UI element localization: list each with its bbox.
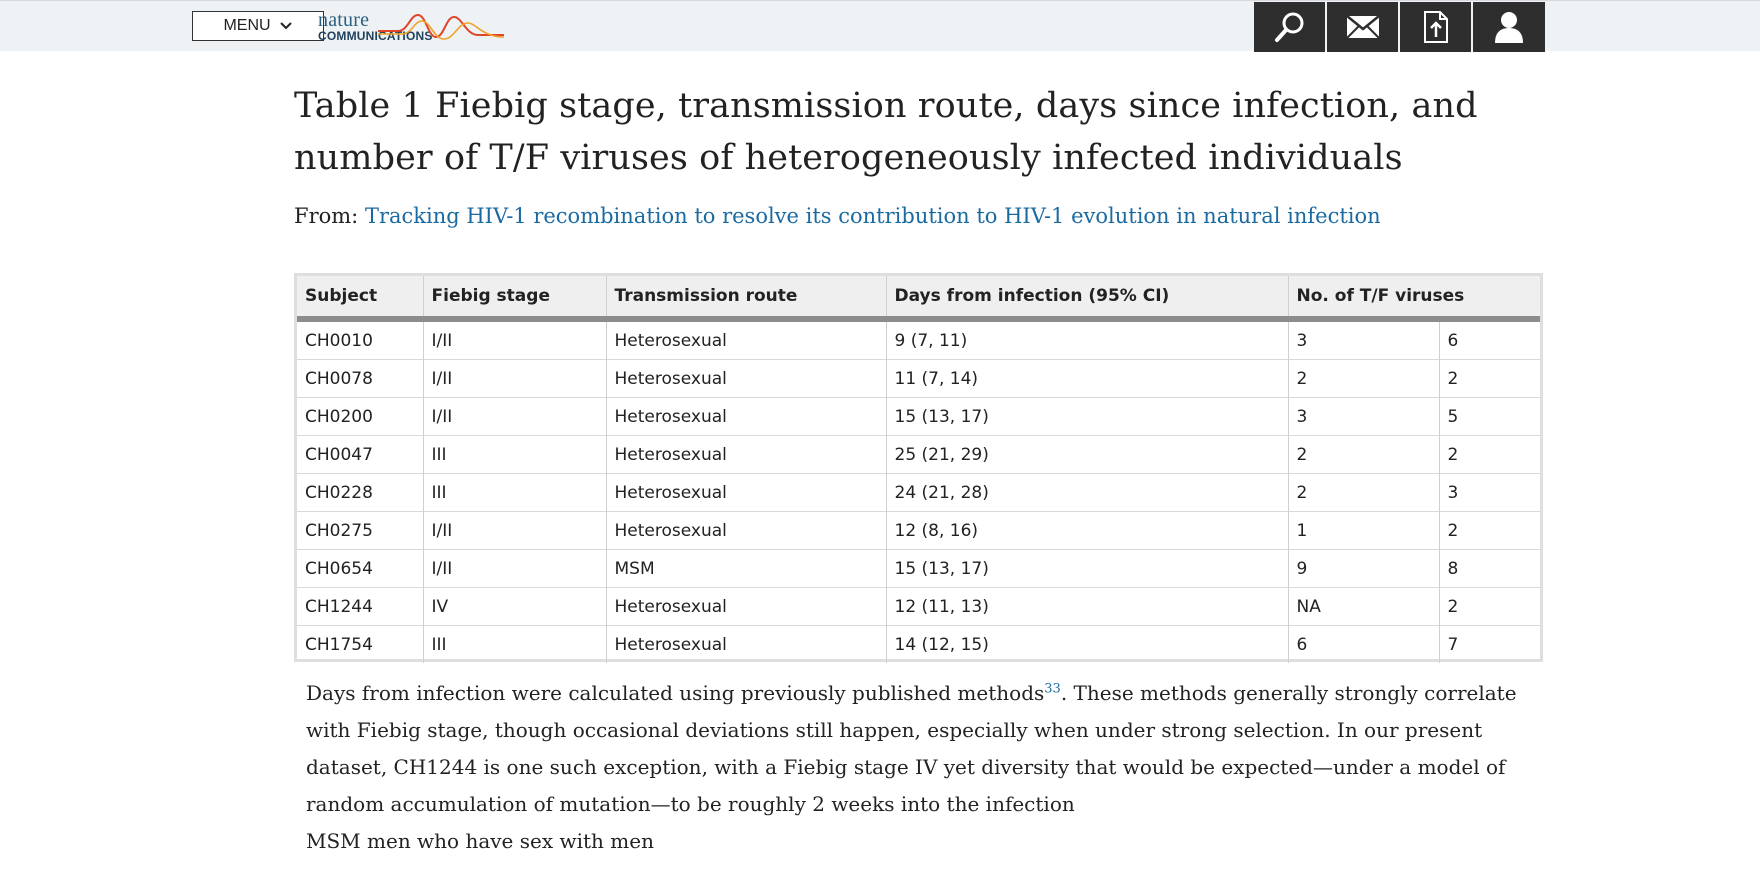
- table-cell: 2: [1438, 587, 1540, 626]
- table-cell: 3: [1287, 319, 1439, 360]
- table-cell: 3: [1287, 397, 1439, 436]
- table-cell: 2: [1287, 473, 1439, 512]
- table-cell: 6: [1287, 625, 1439, 663]
- table-cell: 15 (13, 17): [885, 397, 1288, 436]
- table-cell: Heterosexual: [605, 511, 886, 550]
- table-cell: Heterosexual: [605, 587, 886, 626]
- download-button[interactable]: [1400, 2, 1471, 52]
- footnote-part-2: . These methods generally strongly corre…: [306, 681, 1517, 816]
- logo-wave-icon: [378, 13, 505, 40]
- table-cell: 2: [1287, 435, 1439, 474]
- table-cell: 7: [1438, 625, 1540, 663]
- chevron-down-icon: [279, 22, 292, 30]
- table-row: CH0275 I/II Heterosexual 12 (8, 16) 1 2: [297, 511, 1540, 550]
- table-header-row: Subject Fiebig stage Transmission route …: [297, 276, 1540, 322]
- column-header-transmission-route: Transmission route: [605, 276, 886, 322]
- top-border: [0, 0, 1760, 1]
- table-cell: IV: [422, 587, 606, 626]
- header-tools: [1254, 2, 1545, 52]
- table-row: CH0200 I/II Heterosexual 15 (13, 17) 3 5: [297, 397, 1540, 436]
- download-icon: [1423, 11, 1448, 43]
- column-header-tf-viruses: No. of T/F viruses: [1287, 276, 1540, 322]
- source-article-link[interactable]: Tracking HIV-1 recombination to resolve …: [364, 204, 1381, 228]
- table-cell: 9: [1287, 549, 1439, 588]
- table-row: CH1244 IV Heterosexual 12 (11, 13) NA 2: [297, 587, 1540, 626]
- table-row: CH0228 III Heterosexual 24 (21, 28) 2 3: [297, 473, 1540, 512]
- abbreviation-note: MSM men who have sex with men: [306, 829, 654, 853]
- table-cell: 2: [1287, 359, 1439, 398]
- table-cell: CH0200: [297, 397, 423, 436]
- table-cell: 9 (7, 11): [885, 319, 1288, 360]
- table-cell: 1: [1287, 511, 1439, 550]
- account-icon: [1495, 12, 1523, 43]
- table-row: CH0654 I/II MSM 15 (13, 17) 9 8: [297, 549, 1540, 588]
- table-cell: 2: [1438, 435, 1540, 474]
- logo-text-communications: COMMUNICATIONS: [318, 29, 433, 43]
- site-header: MENU nature COMMUNICATIONS: [0, 1, 1760, 52]
- column-header-subject: Subject: [297, 276, 423, 322]
- reference-link[interactable]: 33: [1044, 681, 1061, 697]
- menu-button[interactable]: MENU: [192, 11, 324, 41]
- data-table-container: Subject Fiebig stage Transmission route …: [294, 273, 1543, 663]
- data-table: Subject Fiebig stage Transmission route …: [297, 276, 1540, 663]
- table-cell: CH1244: [297, 587, 423, 626]
- table-cell: 15 (13, 17): [885, 549, 1288, 588]
- table-cell: 5: [1438, 397, 1540, 436]
- table-cell: 2: [1438, 359, 1540, 398]
- page-title: Table 1 Fiebig stage, transmission route…: [294, 86, 1478, 178]
- table-cell: CH0228: [297, 473, 423, 512]
- table-cell: Heterosexual: [605, 625, 886, 663]
- nature-communications-logo[interactable]: nature COMMUNICATIONS: [318, 9, 508, 45]
- column-header-days-from-infection: Days from infection (95% CI): [885, 276, 1288, 322]
- search-icon: [1274, 12, 1303, 42]
- table-cell: 14 (12, 15): [885, 625, 1288, 663]
- table-cell: CH0275: [297, 511, 423, 550]
- table-cell: NA: [1287, 587, 1439, 626]
- source-line: From: Tracking HIV-1 recombination to re…: [294, 204, 1381, 228]
- table-row: CH0010 I/II Heterosexual 9 (7, 11) 3 6: [297, 319, 1540, 360]
- table-cell: I/II: [422, 549, 606, 588]
- search-button[interactable]: [1254, 2, 1325, 52]
- table-cell: CH0654: [297, 549, 423, 588]
- from-label: From:: [294, 204, 359, 228]
- table-cell: I/II: [422, 319, 606, 360]
- table-cell: CH1754: [297, 625, 423, 663]
- table-row: CH1754 III Heterosexual 14 (12, 15) 6 7: [297, 625, 1540, 663]
- table-cell: 24 (21, 28): [885, 473, 1288, 512]
- table-cell: III: [422, 625, 606, 663]
- table-cell: 8: [1438, 549, 1540, 588]
- table-cell: MSM: [605, 549, 886, 588]
- table-cell: 12 (8, 16): [885, 511, 1288, 550]
- account-button[interactable]: [1473, 2, 1545, 52]
- table-row: CH0078 I/II Heterosexual 11 (7, 14) 2 2: [297, 359, 1540, 398]
- table-cell: 6: [1438, 319, 1540, 360]
- table-cell: CH0078: [297, 359, 423, 398]
- table-cell: 25 (21, 29): [885, 435, 1288, 474]
- table-row: CH0047 III Heterosexual 25 (21, 29) 2 2: [297, 435, 1540, 474]
- table-cell: I/II: [422, 359, 606, 398]
- column-header-fiebig-stage: Fiebig stage: [422, 276, 606, 322]
- table-cell: CH0010: [305, 330, 373, 351]
- table-cell: Heterosexual: [605, 319, 886, 360]
- table-cell: 2: [1438, 511, 1540, 550]
- table-cell: Heterosexual: [605, 473, 886, 512]
- logo-text-nature: nature: [318, 9, 370, 31]
- table-cell: III: [422, 435, 606, 474]
- table-cell: I/II: [422, 397, 606, 436]
- email-button[interactable]: [1327, 2, 1398, 52]
- table-cell: III: [422, 473, 606, 512]
- footnote-text: Days from infection were calculated usin…: [306, 675, 1556, 823]
- table-footnotes: Days from infection were calculated usin…: [306, 675, 1556, 860]
- footnote-part-1: Days from infection were calculated usin…: [306, 681, 1045, 705]
- table-cell: Heterosexual: [605, 397, 886, 436]
- table-cell: 12 (11, 13): [885, 587, 1288, 626]
- table-cell: CH0047: [297, 435, 423, 474]
- table-cell: I/II: [422, 511, 606, 550]
- mail-icon: [1345, 15, 1380, 39]
- menu-label: MENU: [223, 17, 271, 34]
- table-cell: Heterosexual: [605, 359, 886, 398]
- table-cell: Heterosexual: [605, 435, 886, 474]
- table-cell: 3: [1438, 473, 1540, 512]
- table-cell: 11 (7, 14): [885, 359, 1288, 398]
